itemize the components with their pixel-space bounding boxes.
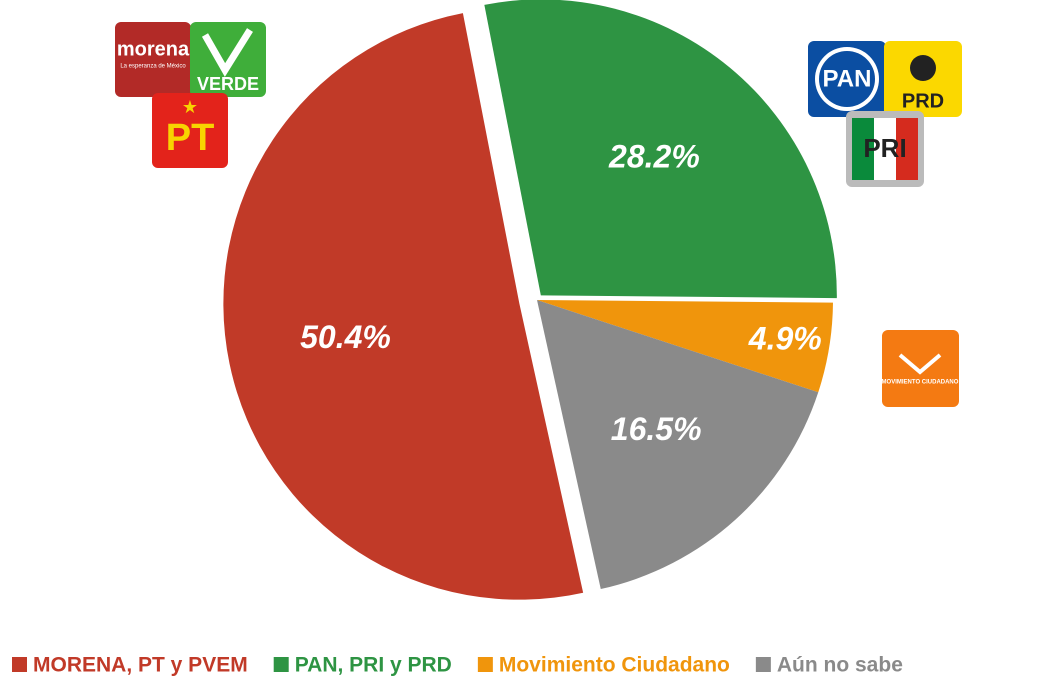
pie-slice — [537, 300, 819, 590]
legend-label: Movimiento Ciudadano — [499, 654, 730, 677]
logo-text: morena — [117, 38, 190, 60]
value-label: 4.9% — [748, 320, 822, 356]
pie-slice — [537, 300, 833, 393]
logo-morena: morena La esperanza de México — [115, 22, 191, 97]
legend-swatch — [755, 657, 771, 672]
value-label: 16.5% — [611, 411, 702, 447]
logo-text: PAN — [823, 65, 872, 92]
logo-text: La esperanza de México — [120, 64, 186, 70]
logo-pt: ★ PT — [152, 93, 228, 168]
legend-label: PAN, PRI y PRD — [295, 654, 452, 677]
legend-swatch — [12, 657, 27, 672]
legend-swatch — [273, 657, 289, 672]
logo-mc: MOVIMIENTO CIUDADANO — [882, 330, 959, 407]
logo-pan: PAN — [808, 41, 886, 117]
logo-prd: PRD — [884, 41, 962, 117]
legend-label: Aún no sabe — [777, 654, 903, 677]
logo-text: MOVIMIENTO CIUDADANO — [882, 380, 959, 386]
logo-text: PT — [166, 117, 215, 159]
value-label: 50.4% — [300, 319, 391, 355]
legend-label: MORENA, PT y PVEM — [33, 654, 248, 677]
logo-pri: PRI — [846, 111, 924, 187]
legend-swatch — [477, 657, 493, 672]
logo-text: PRD — [902, 90, 944, 112]
pie-slice — [484, 0, 837, 299]
logo-text: PRI — [863, 133, 906, 163]
svg-text:★: ★ — [182, 97, 198, 117]
logo-verde: VERDE — [190, 22, 266, 97]
logo-text: VERDE — [197, 74, 259, 94]
pie-slice — [223, 13, 584, 600]
value-label: 28.2% — [608, 138, 700, 174]
